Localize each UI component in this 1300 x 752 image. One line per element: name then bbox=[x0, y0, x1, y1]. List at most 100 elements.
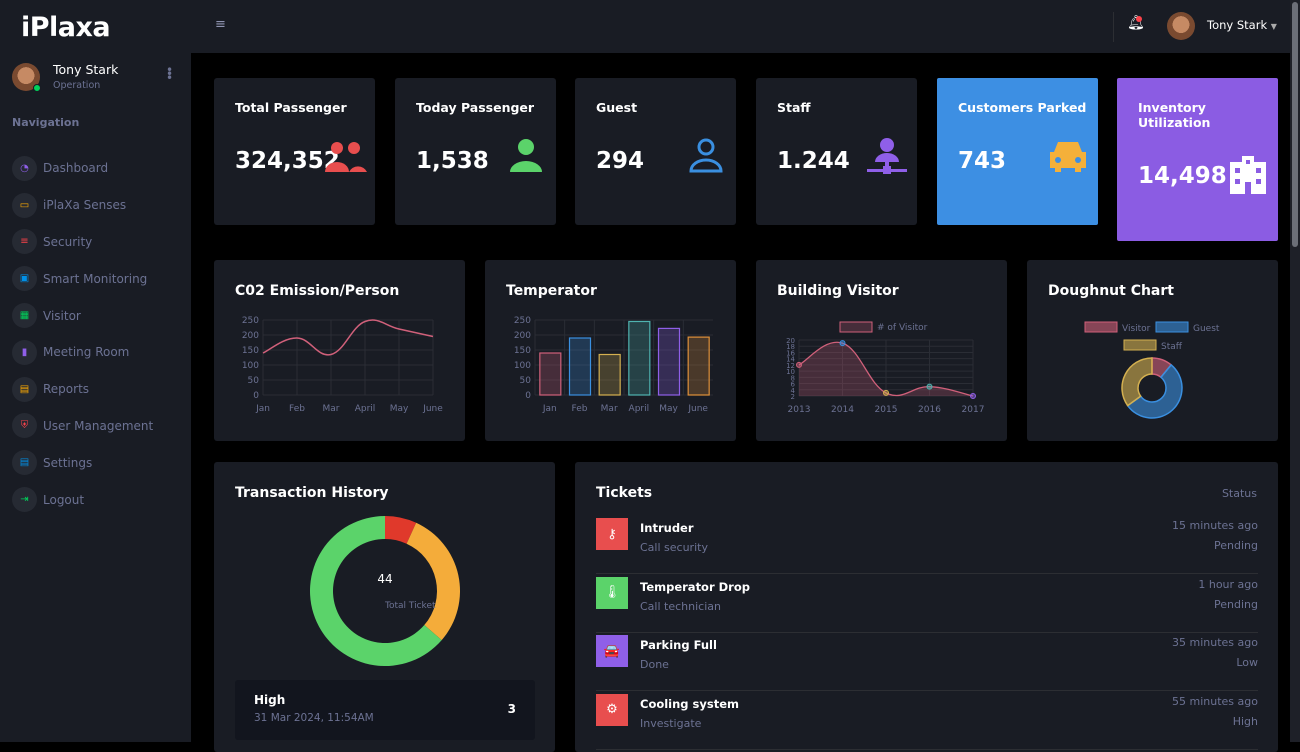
sidebar-item-visitor[interactable]: ▦ Visitor bbox=[12, 297, 153, 334]
transaction-item[interactable]: High 31 Mar 2024, 11:54AM 3 bbox=[235, 680, 535, 740]
transaction-donut: 44 Total Ticket bbox=[310, 516, 460, 666]
y-tick-label: 2 bbox=[791, 393, 795, 401]
bar bbox=[687, 336, 710, 396]
shield-icon: ⛨ bbox=[12, 413, 37, 439]
ticket-status: Pending bbox=[1214, 597, 1258, 611]
stat-title: Staff bbox=[777, 100, 811, 115]
x-tick-label: Feb bbox=[572, 404, 588, 414]
building-visitor-card: Building Visitor 2 4 6 8 10 12 14 16 18 20 2013 2014… bbox=[756, 260, 1007, 441]
sidebar-profile[interactable]: Tony Stark Operation bbox=[12, 62, 119, 92]
more-vertical-icon[interactable]: • • • bbox=[166, 63, 174, 85]
y-tick-label: 6 bbox=[791, 381, 796, 389]
stat-title: Customers Parked bbox=[958, 100, 1087, 115]
logo[interactable]: iPlaxa bbox=[21, 12, 111, 43]
y-tick-label: 18 bbox=[786, 343, 795, 351]
sidebar-item-label: Reports bbox=[43, 382, 90, 397]
user-network-icon bbox=[867, 138, 907, 174]
ticket-status: Low bbox=[1236, 656, 1258, 669]
card-title: Transaction History bbox=[235, 485, 389, 501]
ticket-title: Parking Full bbox=[640, 638, 717, 652]
intruder-icon: ⚷ bbox=[596, 518, 628, 550]
donut-segment bbox=[406, 522, 460, 641]
y-tick-label: 16 bbox=[786, 349, 795, 357]
legend-swatch bbox=[839, 321, 873, 333]
co2-chart-card: C02 Emission/Person 0 50 100 150 200 250 Jan Feb… bbox=[214, 260, 465, 441]
speedometer-icon: ◔ bbox=[12, 155, 37, 181]
y-tick-label: 250 bbox=[242, 316, 259, 326]
sidebar-item-settings[interactable]: ▤ Settings bbox=[12, 444, 153, 481]
stat-value: 14,498 bbox=[1138, 163, 1227, 189]
y-tick-label: 0 bbox=[525, 391, 531, 401]
item-date: 31 Mar 2024, 11:54AM bbox=[254, 712, 374, 724]
ticket-status: Pending bbox=[1214, 539, 1258, 552]
y-tick-label: 150 bbox=[242, 346, 259, 356]
sidebar-item-dashboard[interactable]: ◔ Dashboard bbox=[12, 150, 153, 187]
ticket-status: High bbox=[1232, 714, 1258, 728]
ticket-time: 1 hour ago bbox=[1198, 577, 1258, 591]
doughnut-chart-card: Doughnut Chart Visitor Guest Staff bbox=[1027, 260, 1278, 441]
scrollbar[interactable] bbox=[1290, 0, 1300, 742]
car-icon bbox=[1050, 142, 1086, 172]
x-tick-label: 2017 bbox=[962, 405, 985, 415]
caret-down-icon: ▼ bbox=[1270, 22, 1277, 31]
ticket-row[interactable]: ⚙ Cooling system Investigate 55 minutes … bbox=[596, 692, 1258, 750]
y-tick-label: 8 bbox=[791, 374, 795, 382]
profile-role: Operation bbox=[53, 80, 101, 91]
sidebar-item-reports[interactable]: ▤ Reports bbox=[12, 371, 153, 408]
ticket-row[interactable]: 🌡 Temperator Drop Call technician 1 hour… bbox=[596, 575, 1258, 633]
profile-name: Tony Stark bbox=[53, 62, 119, 77]
user-name: Tony Stark bbox=[1207, 18, 1268, 32]
x-tick-label: Feb bbox=[289, 404, 305, 414]
hospital-building-icon bbox=[1230, 156, 1266, 194]
legend-label: Staff bbox=[1161, 342, 1183, 352]
ticket-row[interactable]: ⚷ Intruder Call security 15 minutes ago … bbox=[596, 516, 1258, 574]
legend-swatch bbox=[1084, 321, 1118, 333]
stat-value: 1,538 bbox=[416, 148, 489, 174]
y-tick-label: 4 bbox=[791, 387, 796, 395]
topbar-avatar[interactable] bbox=[1167, 12, 1195, 40]
hamburger-menu-icon[interactable]: ≡ bbox=[215, 17, 226, 32]
sidebar-item-label: Logout bbox=[43, 492, 85, 507]
ticket-row[interactable]: 🚘 Parking Full Done 35 minutes ago Low bbox=[596, 633, 1258, 691]
sidebar-item-security[interactable]: ≡ Security bbox=[12, 224, 153, 261]
x-tick-label: May bbox=[390, 404, 409, 414]
sidebar-item-user-management[interactable]: ⛨ User Management bbox=[12, 408, 153, 445]
sidebar-item-smart-monitoring[interactable]: ▣ Smart Monitoring bbox=[12, 260, 153, 297]
ticket-subtitle: Done bbox=[640, 658, 669, 671]
sidebar-item-label: Settings bbox=[43, 455, 93, 470]
scrollbar-thumb[interactable] bbox=[1292, 2, 1298, 247]
sidebar-item-label: Dashboard bbox=[43, 161, 109, 176]
users-icon bbox=[325, 142, 367, 172]
sidebar-item-meeting-room[interactable]: ▮ Meeting Room bbox=[12, 334, 153, 371]
stat-card: Inventory Utilization 14,498 bbox=[1117, 78, 1278, 241]
x-tick-label: May bbox=[659, 404, 678, 414]
legend-swatch bbox=[1123, 339, 1157, 351]
stat-card: Today Passenger 1,538 bbox=[395, 78, 556, 225]
online-status-dot bbox=[33, 83, 41, 92]
sidebar-item-label: Visitor bbox=[43, 308, 81, 323]
y-tick-label: 250 bbox=[514, 316, 531, 326]
sidebar-item-iplaxa-senses[interactable]: ▭ iPlaXa Senses bbox=[12, 187, 153, 224]
logout-icon: ⇥ bbox=[12, 487, 37, 513]
sidebar-item-label: iPlaXa Senses bbox=[43, 198, 127, 213]
y-tick-label: 200 bbox=[242, 331, 259, 341]
legend-label: # of Visitor bbox=[877, 323, 928, 333]
bar bbox=[539, 352, 562, 396]
stat-value: 294 bbox=[596, 148, 645, 174]
user-menu[interactable]: Tony Stark ▼ bbox=[1207, 18, 1277, 32]
divider bbox=[1113, 12, 1114, 42]
stat-title: Guest bbox=[596, 100, 638, 115]
sidebar-item-logout[interactable]: ⇥ Logout bbox=[12, 481, 153, 518]
stat-title: Inventory Utilization bbox=[1138, 100, 1211, 130]
data-point bbox=[796, 361, 802, 368]
stat-value: 743 bbox=[958, 148, 1007, 174]
sidebar-item-label: Smart Monitoring bbox=[43, 271, 148, 286]
status-header: Status bbox=[1221, 487, 1257, 500]
bar-chart-icon: ▮ bbox=[12, 339, 37, 365]
legend-label: Visitor bbox=[1122, 324, 1151, 334]
x-tick-label: Mar bbox=[601, 404, 618, 414]
x-tick-label: June bbox=[687, 404, 708, 414]
bar bbox=[657, 327, 681, 396]
donut-segment bbox=[310, 516, 442, 666]
contact-card-icon: ▤ bbox=[12, 376, 37, 402]
